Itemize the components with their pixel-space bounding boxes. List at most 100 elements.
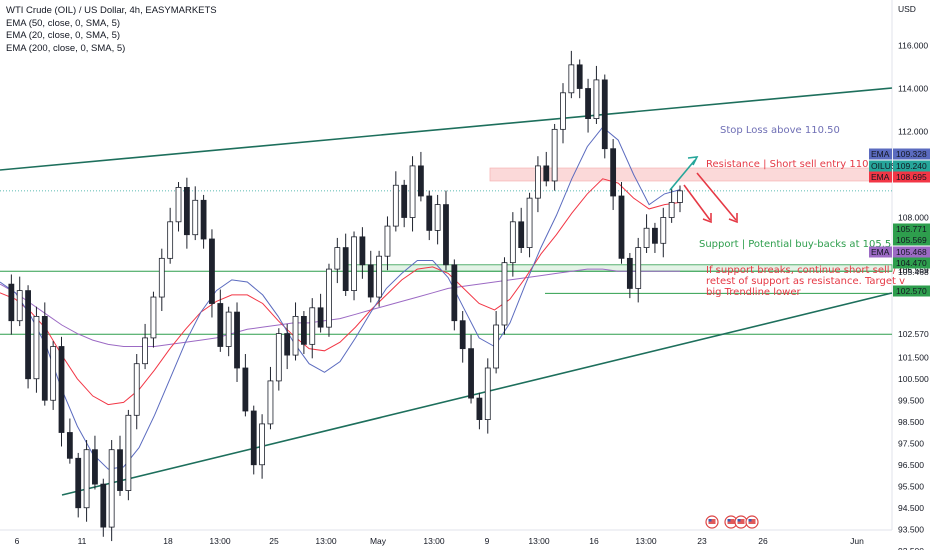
candle-body <box>33 315 40 380</box>
candle-body <box>117 449 123 491</box>
time-tick-label: 13:00 <box>209 536 231 546</box>
price-tick-label: 96.500 <box>898 460 924 470</box>
flag-canton <box>737 519 741 522</box>
projection-arrows <box>669 156 738 224</box>
candle-body <box>83 449 90 509</box>
price-axis[interactable]: USD116.000114.000112.000108.000105.77110… <box>869 4 930 550</box>
price-tag-bg <box>893 171 930 183</box>
candle-body <box>217 303 224 347</box>
candle-body <box>342 247 349 292</box>
bounce-arrow-head <box>687 156 699 166</box>
price-tick-label: 112.000 <box>898 127 928 137</box>
candle-body <box>526 197 533 248</box>
price-tag-value: 109.240 <box>896 161 927 171</box>
price-tag-bg <box>893 223 930 235</box>
candle-body <box>309 307 316 345</box>
down-arrow-1-head <box>702 213 712 224</box>
flag-canton <box>748 519 752 522</box>
candle-body <box>66 432 73 459</box>
price-tag-value: 102.570 <box>896 286 927 296</box>
chart-legend: WTI Crude (OIL) / US Dollar, 4h, EASYMAR… <box>6 5 217 55</box>
indicator-ema-200[interactable]: EMA (200, close, 0, SMA, 5) <box>6 42 126 54</box>
candle-body <box>175 186 182 223</box>
candle-body <box>585 88 591 120</box>
time-axis[interactable]: 6 11 18 13:00 25 13:00 May 13:00 9 13:00 16 13:00 23… <box>15 536 864 546</box>
scenario-text-line: If support breaks, continue short sell /… <box>706 265 904 276</box>
candle-body <box>192 199 199 236</box>
time-tick-label: 23 <box>697 536 707 546</box>
price-tag-name-bg <box>869 148 892 160</box>
time-tick-label: 13:00 <box>423 536 445 546</box>
candle-body <box>401 184 408 218</box>
price-tag-value: 109.328 <box>896 149 927 159</box>
candle-body <box>259 423 265 466</box>
candle-body <box>292 315 299 356</box>
scenario-text-line: big Trendline lower <box>706 287 801 298</box>
candle-body <box>443 204 449 266</box>
price-tick-label: 116.000 <box>898 41 928 51</box>
price-tag-name: EMA <box>871 172 890 182</box>
candle-body <box>652 227 658 244</box>
time-tick-label: Jun <box>850 536 864 546</box>
price-tag-value: 105.468 <box>896 247 927 257</box>
time-tick-label: 25 <box>269 536 279 546</box>
candle-body <box>275 333 282 382</box>
candle-body <box>476 397 483 421</box>
time-tick-label: 9 <box>485 536 490 546</box>
upper-channel-trendline <box>0 87 893 171</box>
event-flags[interactable] <box>705 515 759 529</box>
candle-body <box>468 348 474 399</box>
us-flag-event-icon <box>745 515 759 529</box>
price-tick-label: 114.000 <box>898 84 928 94</box>
candle-body <box>300 315 307 345</box>
candles <box>8 50 683 542</box>
price-tag-value: 108.695 <box>896 172 927 182</box>
candle-body <box>58 346 65 433</box>
price-tick-label: 101.500 <box>898 352 929 362</box>
candle-body <box>501 262 508 326</box>
candle-body <box>459 320 466 350</box>
price-tag-name: OILUSD <box>871 161 903 171</box>
candle-body <box>509 221 516 264</box>
support-text: Support | Potential buy-backs at 105.5 - <box>699 239 898 250</box>
down-arrow-2 <box>696 172 737 221</box>
candle-body <box>8 283 15 322</box>
candle-body <box>100 483 107 528</box>
candle-body <box>200 199 207 240</box>
candle-body <box>16 290 23 322</box>
down-arrow-1 <box>683 184 711 221</box>
candle-body <box>543 165 550 182</box>
candle-body <box>225 311 232 347</box>
indicator-ema-20[interactable]: EMA (20, close, 0, SMA, 5) <box>6 30 121 42</box>
resistance-text: Resistance | Short sell entry 110 <box>706 159 868 170</box>
price-tag-bg <box>893 257 930 269</box>
price-tag-name-bg <box>869 246 892 258</box>
candle-body <box>242 367 249 412</box>
time-tick-label: 26 <box>758 536 768 546</box>
candle-body <box>601 79 608 150</box>
candle-body <box>50 346 57 401</box>
indicator-ema-50[interactable]: EMA (50, close, 0, SMA, 5) <box>6 17 121 29</box>
time-tick-label: May <box>370 536 387 546</box>
price-tag-name: EMA <box>871 247 890 257</box>
ema-200-line <box>0 268 680 347</box>
flag-canton <box>708 519 712 522</box>
lower-channel-trendline <box>61 292 893 496</box>
price-tag-bg <box>893 285 930 297</box>
price-tick-label: 100.500 <box>898 374 929 384</box>
symbol-title[interactable]: WTI Crude (OIL) / US Dollar, 4h, EASYMAR… <box>6 5 217 16</box>
candle-body <box>267 380 274 425</box>
candle-body <box>133 363 140 416</box>
candle-body <box>576 64 583 89</box>
candle-body <box>593 79 600 120</box>
candle-body <box>351 236 357 292</box>
price-tick-label: 93.500 <box>898 524 924 534</box>
price-tag-value: 105.569 <box>896 235 927 245</box>
candle-body <box>359 236 366 266</box>
price-tag-bg <box>893 160 930 172</box>
us-flag-event-icon <box>705 515 719 529</box>
candle-body <box>183 186 190 236</box>
candle-body <box>142 337 148 365</box>
candle-body <box>551 128 558 182</box>
